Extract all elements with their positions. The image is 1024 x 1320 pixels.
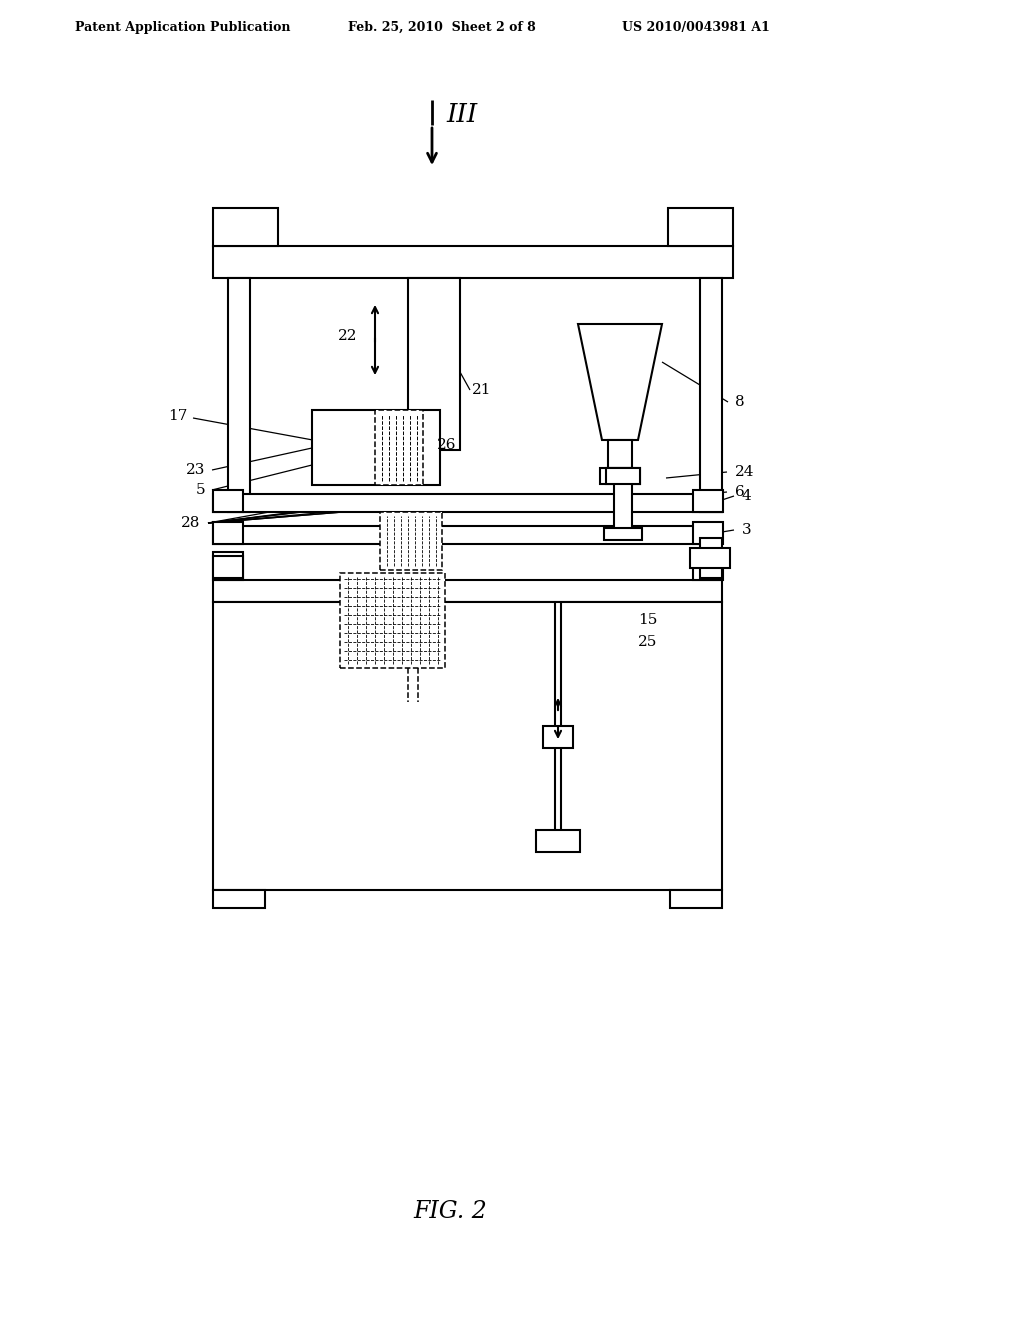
Bar	[536, 830, 580, 851]
Bar	[213, 552, 243, 579]
Text: 17: 17	[169, 409, 188, 422]
Text: US 2010/0043981 A1: US 2010/0043981 A1	[622, 21, 770, 33]
Bar	[380, 512, 442, 570]
Bar	[543, 726, 573, 748]
Text: 25: 25	[638, 635, 657, 649]
Bar	[213, 890, 265, 908]
Text: FIG. 2: FIG. 2	[413, 1200, 486, 1224]
Bar	[340, 573, 445, 668]
Bar	[668, 209, 733, 246]
Bar	[700, 539, 722, 578]
Bar	[600, 469, 640, 484]
Text: 4: 4	[742, 488, 752, 503]
Bar	[213, 556, 243, 578]
Bar	[375, 411, 423, 484]
Text: 23: 23	[185, 463, 205, 477]
Bar	[614, 480, 632, 531]
Bar	[693, 552, 723, 579]
Bar	[670, 890, 722, 908]
Text: III: III	[446, 103, 477, 128]
Bar	[690, 548, 730, 568]
Bar	[213, 579, 722, 602]
Polygon shape	[578, 323, 662, 440]
Bar	[213, 494, 722, 512]
Bar	[213, 209, 278, 246]
Bar	[700, 279, 722, 512]
Text: 15: 15	[638, 612, 657, 627]
Bar	[213, 490, 243, 512]
Text: 6: 6	[735, 484, 744, 499]
Bar	[604, 528, 642, 540]
Bar	[213, 602, 722, 890]
Text: 3: 3	[742, 523, 752, 537]
Text: 22: 22	[338, 329, 357, 343]
Bar	[228, 279, 250, 512]
Bar	[693, 521, 723, 544]
Bar	[312, 411, 440, 484]
Bar	[213, 246, 733, 279]
Bar	[213, 525, 722, 544]
Text: 21: 21	[472, 383, 492, 397]
Bar	[606, 469, 640, 484]
Text: 26: 26	[437, 438, 457, 451]
Text: 5: 5	[196, 483, 205, 498]
Text: 28: 28	[180, 516, 200, 531]
Text: Patent Application Publication: Patent Application Publication	[75, 21, 291, 33]
Text: 24: 24	[735, 465, 755, 479]
Bar	[213, 521, 243, 544]
Bar	[608, 440, 632, 469]
Text: 8: 8	[735, 395, 744, 409]
Bar	[693, 490, 723, 512]
Bar	[408, 279, 460, 450]
Text: Feb. 25, 2010  Sheet 2 of 8: Feb. 25, 2010 Sheet 2 of 8	[348, 21, 536, 33]
